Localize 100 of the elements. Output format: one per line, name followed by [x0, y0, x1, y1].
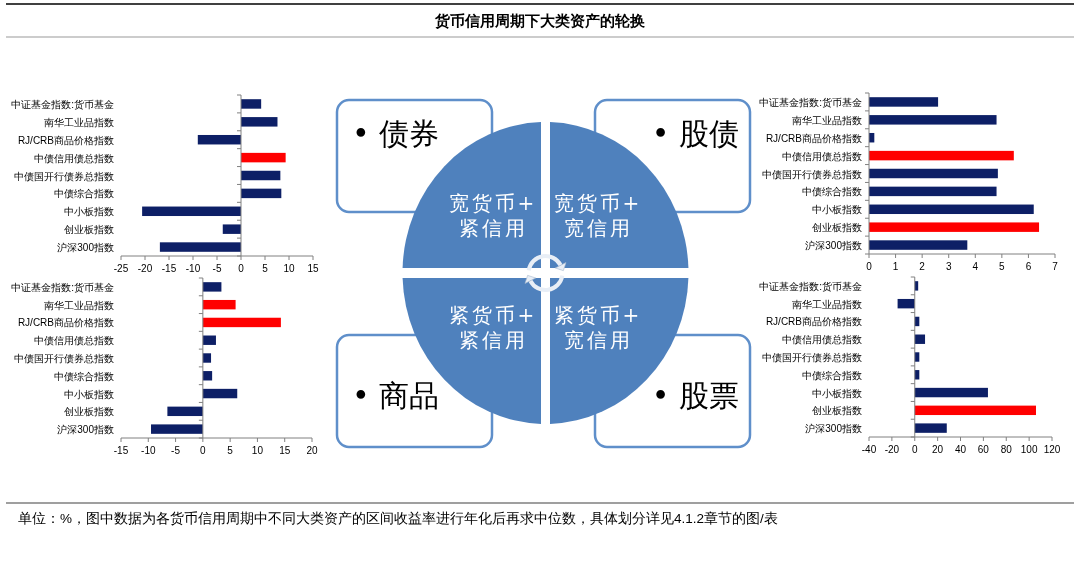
x-tick-label: -25 — [113, 262, 129, 274]
x-tick-label: 40 — [954, 443, 967, 455]
x-tick-label: 80 — [1000, 443, 1013, 455]
x-tick-label: -10 — [141, 444, 156, 456]
x-tick-label: 20 — [306, 444, 318, 456]
y-tick-label: RJ/CRB商品价格指数 — [765, 315, 862, 327]
x-tick-label: 60 — [977, 443, 990, 455]
y-tick-label: 中债综合指数 — [54, 370, 114, 382]
bar — [914, 387, 988, 398]
x-tick-label: -20 — [884, 443, 900, 455]
y-tick-label: 中小板指数 — [64, 388, 114, 400]
text: 货币信用周期下大类资产的轮换 — [434, 11, 645, 29]
y-tick-label: 中债综合指数 — [54, 187, 114, 199]
y-tick-label: 中小板指数 — [64, 205, 114, 217]
text: 宽货币+宽信用 — [553, 191, 643, 240]
bar — [914, 352, 920, 362]
x-tick-label: -15 — [161, 262, 177, 274]
x-tick-label: -15 — [113, 444, 129, 456]
y-tick-label: 中债国开行债券总指数 — [14, 170, 114, 181]
bar — [202, 299, 236, 310]
text: 紧货币+宽信用 — [553, 303, 643, 352]
y-tick-label: 中债信用债总指数 — [34, 152, 114, 164]
bar — [914, 334, 926, 344]
y-tick-label: 创业板指数 — [64, 405, 114, 417]
y-tick-label: 创业板指数 — [812, 404, 862, 416]
x-tick-label: 0 — [866, 260, 873, 272]
x-tick-label: 1 — [892, 260, 899, 272]
y-tick-label: 中债国开行债券总指数 — [14, 352, 114, 364]
y-tick-label: 沪深300指数 — [805, 239, 862, 251]
bar — [159, 242, 241, 252]
bar — [222, 224, 241, 234]
y-tick-label: 中小板指数 — [812, 203, 862, 215]
y-tick-label: RJ/CRB商品价格指数 — [17, 316, 114, 328]
x-tick-label: 6 — [1025, 260, 1032, 272]
x-tick-label: 5 — [262, 262, 269, 274]
text: • 商品 — [352, 377, 440, 413]
y-tick-label: 中证基金指数:货币基金 — [759, 280, 862, 292]
bar — [914, 423, 947, 433]
y-tick-label: 沪深300指数 — [57, 241, 114, 253]
y-tick-label: 中证基金指数:货币基金 — [759, 96, 862, 108]
bar — [202, 353, 212, 363]
text: • 债券 — [352, 115, 440, 151]
bar — [167, 406, 203, 417]
bar — [869, 150, 1014, 161]
y-tick-label: 中证基金指数:货币基金 — [11, 281, 114, 293]
y-tick-label: 中债国开行债券总指数 — [762, 168, 862, 179]
x-tick-label: -5 — [171, 444, 181, 456]
x-tick-label: 10 — [251, 444, 264, 456]
x-tick-label: 2 — [919, 260, 926, 272]
bar — [241, 117, 278, 127]
y-tick-label: 南华工业品指数 — [792, 114, 862, 126]
bar — [914, 405, 1036, 416]
x-tick-label: 20 — [932, 443, 944, 455]
x-tick-label: -20 — [137, 262, 153, 274]
y-tick-label: 中小板指数 — [812, 387, 862, 399]
bar — [869, 240, 968, 250]
bar — [202, 282, 222, 292]
y-tick-label: 沪深300指数 — [805, 422, 862, 434]
y-tick-label: 创业板指数 — [812, 221, 862, 233]
y-tick-label: 创业板指数 — [64, 223, 114, 235]
y-tick-label: 中证基金指数:货币基金 — [11, 98, 114, 110]
x-tick-label: 10 — [283, 262, 295, 274]
bar — [869, 168, 998, 179]
bar — [202, 317, 281, 328]
bar — [142, 206, 241, 217]
y-tick-label: 中债信用债总指数 — [782, 333, 862, 345]
bar — [869, 97, 939, 107]
x-tick-label: 5 — [227, 444, 234, 456]
x-tick-label: 7 — [1052, 260, 1059, 272]
x-tick-label: 0 — [238, 262, 245, 274]
x-tick-label: 0 — [200, 444, 207, 456]
x-tick-label: -5 — [212, 262, 222, 274]
text: 紧货币+紧信用 — [448, 303, 538, 352]
text: 单位：%，图中数据为各货币信用周期中不同大类资产的区间收益率进行年化后再求中位数，具体划分详见4.1.2章节的图/表 — [18, 510, 778, 526]
y-tick-label: RJ/CRB商品价格指数 — [17, 134, 114, 146]
y-tick-label: 中债综合指数 — [802, 185, 862, 197]
y-tick-label: 南华工业品指数 — [792, 298, 862, 310]
bar — [241, 152, 286, 163]
bar — [151, 424, 203, 434]
x-tick-label: 15 — [279, 444, 291, 456]
x-tick-label: 15 — [307, 262, 319, 274]
x-tick-label: -40 — [861, 443, 877, 455]
bar — [202, 388, 238, 399]
text: • 股票 — [651, 377, 739, 413]
bar — [869, 115, 997, 125]
bar — [869, 186, 997, 197]
y-tick-label: 南华工业品指数 — [44, 299, 114, 311]
x-tick-label: 0 — [911, 443, 918, 455]
text: 宽货币+紧信用 — [448, 191, 538, 240]
x-tick-label: 4 — [972, 260, 979, 272]
bar — [869, 222, 1040, 232]
x-tick-label: 3 — [945, 260, 952, 272]
bar — [241, 188, 282, 199]
y-tick-label: 中债信用债总指数 — [34, 334, 114, 346]
bar — [914, 281, 919, 291]
bar — [869, 204, 1034, 215]
y-tick-label: 南华工业品指数 — [44, 116, 114, 128]
bar — [197, 134, 241, 145]
x-tick-label: 100 — [1020, 443, 1038, 455]
y-tick-label: 沪深300指数 — [57, 423, 114, 435]
